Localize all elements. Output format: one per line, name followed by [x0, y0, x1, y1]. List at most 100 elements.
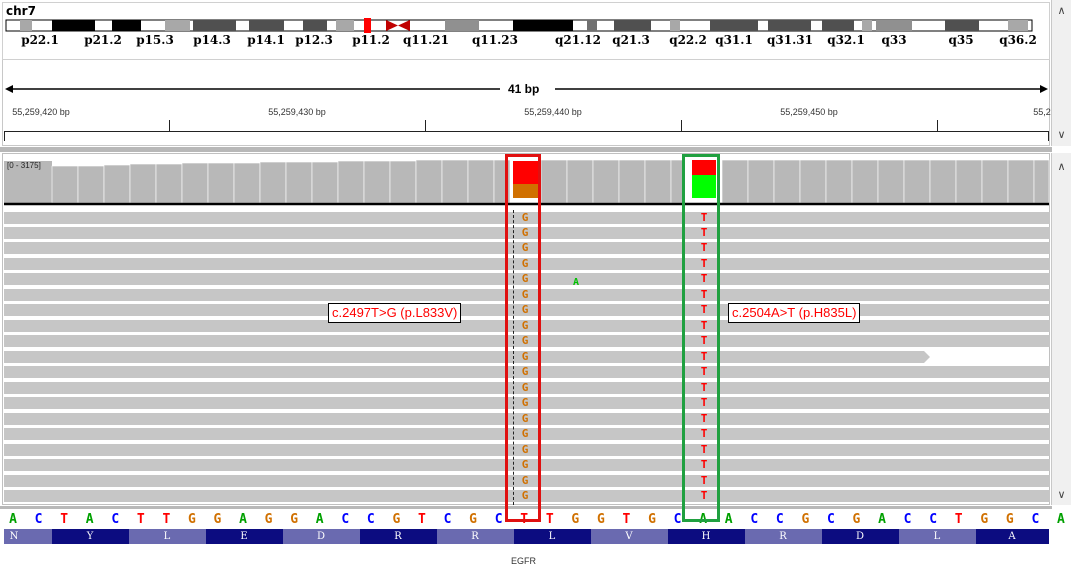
aa-letter: L: [163, 531, 171, 542]
sequence-base: G: [392, 512, 401, 527]
ruler-tick: [681, 120, 682, 131]
sequence-base: A: [239, 512, 247, 527]
band-label: q31.1: [715, 33, 753, 47]
read: [4, 490, 1050, 502]
mismatch-base: T: [700, 396, 708, 409]
read: [4, 382, 1050, 394]
scroll-up-icon[interactable]: ∧: [1057, 5, 1066, 17]
sequence-base: T: [162, 512, 171, 527]
mismatch-base: T: [700, 211, 708, 224]
ruler-position-label: 55,259,440 bp: [524, 107, 582, 117]
mismatch-base: G: [521, 443, 529, 456]
mismatch-base: T: [700, 319, 708, 332]
sequence-base: G: [290, 512, 299, 527]
aa-cell: [668, 529, 745, 544]
mismatch-base: G: [521, 381, 529, 394]
mismatch-base: G: [521, 288, 529, 301]
ruler-span-arrow: [5, 85, 1048, 93]
band-label: p21.2: [84, 33, 122, 47]
mismatch-base: G: [521, 226, 529, 239]
sequence-base: C: [494, 512, 503, 527]
ruler-tick: [1048, 131, 1049, 141]
mismatch-base: T: [700, 272, 708, 285]
read: [4, 413, 1050, 425]
sequence-base: C: [775, 512, 784, 527]
sequence-base: T: [60, 512, 69, 527]
band-label: q31.31: [767, 33, 813, 47]
chromosome-label: chr7: [6, 4, 36, 18]
read: [4, 335, 1050, 347]
mismatch-base: G: [521, 396, 529, 409]
aa-letter: R: [779, 531, 787, 542]
scroll-up-icon[interactable]: ∧: [1057, 161, 1066, 173]
variant-highlight-box-red: [505, 154, 541, 522]
mismatch-base: T: [700, 226, 708, 239]
sequence-base: T: [545, 512, 554, 527]
band-label: p14.1: [247, 33, 285, 47]
mismatch-base: T: [700, 381, 708, 394]
band-label: q11.21: [403, 33, 449, 47]
aa-cell: [283, 529, 360, 544]
coverage-bars: [4, 159, 1050, 206]
aa-letter: R: [394, 531, 402, 542]
variant-highlight-box-green: [682, 154, 720, 522]
aa-letter: L: [933, 531, 941, 542]
gene-name-label[interactable]: EGFR: [511, 556, 537, 566]
sequence-base: A: [315, 512, 324, 527]
band-label: p15.3: [136, 33, 174, 47]
sequence-base: T: [418, 512, 426, 527]
mismatch-base: T: [700, 334, 708, 347]
aa-letter: L: [548, 531, 556, 542]
mismatch-base: T: [700, 474, 708, 487]
scroll-down-icon[interactable]: ∨: [1057, 489, 1066, 501]
ruler-scrollbar[interactable]: ∧ ∨: [1051, 0, 1071, 146]
aa-cell: [591, 529, 668, 544]
band-label: q35: [948, 33, 974, 47]
ruler-position-label: 55,259,450 bp: [780, 107, 838, 117]
band-label: q21.3: [612, 33, 650, 47]
sequence-base: T: [622, 512, 631, 527]
aa-letter: N: [9, 531, 19, 542]
sequence-base: C: [750, 512, 759, 527]
band-label: q33: [881, 33, 907, 47]
aa-letter: D: [316, 531, 326, 542]
read: [4, 459, 1050, 471]
ruler-tick: [4, 131, 5, 141]
mismatch-base: T: [700, 443, 708, 456]
mismatch-base: T: [700, 350, 708, 363]
sequence-base: C: [366, 512, 375, 527]
aa-cell: [206, 529, 283, 544]
read: [4, 428, 1050, 440]
read-arrow-tip: [924, 351, 930, 363]
sequence-base: G: [1005, 512, 1014, 527]
aa-cell: [514, 529, 591, 544]
mismatch-base: G: [521, 257, 529, 270]
aa-cell: [4, 529, 52, 544]
read: [4, 289, 1050, 301]
mismatch-base: G: [521, 458, 529, 471]
sequence-base: T: [954, 512, 963, 527]
sequence-base: G: [801, 512, 810, 527]
sequence-base: C: [673, 512, 682, 527]
mismatch-base: T: [700, 303, 708, 316]
ideogram-panel: [2, 2, 1050, 60]
band-label: p22.1: [21, 33, 59, 47]
aa-cell: [745, 529, 822, 544]
mismatch-base-a: A: [572, 277, 580, 288]
ruler-span-label: 41 bp: [508, 82, 540, 96]
panel-divider[interactable]: [0, 147, 1052, 152]
coverage-range-label: [0 - 3175]: [7, 161, 41, 170]
sequence-base: C: [341, 512, 350, 527]
sequence-base: G: [264, 512, 273, 527]
mismatch-base: G: [521, 427, 529, 440]
aa-letter: R: [471, 531, 479, 542]
sequence-base: G: [213, 512, 222, 527]
scroll-down-icon[interactable]: ∨: [1057, 129, 1066, 141]
band-label: p11.2: [352, 33, 390, 47]
sequence-base: C: [929, 512, 938, 527]
band-label: p12.3: [295, 33, 333, 47]
read: [4, 258, 1050, 270]
read: [4, 351, 924, 363]
data-scrollbar[interactable]: ∧ ∨: [1051, 153, 1071, 505]
read: [4, 227, 1050, 239]
